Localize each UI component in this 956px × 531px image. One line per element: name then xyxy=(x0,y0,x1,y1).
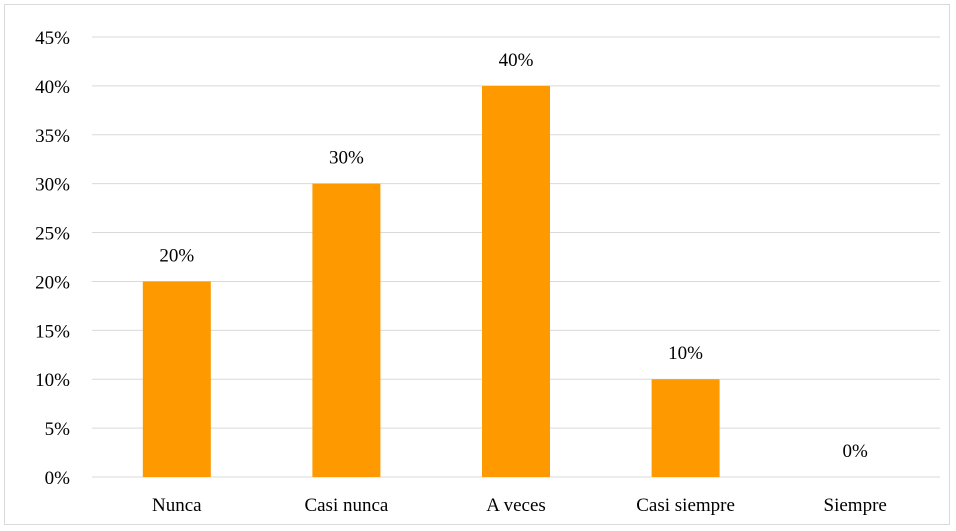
y-tick-label: 30% xyxy=(35,175,70,196)
data-label: 0% xyxy=(843,441,869,462)
x-tick-label: A veces xyxy=(486,495,546,516)
data-label: 10% xyxy=(668,343,703,364)
x-tick-label: Casi siempre xyxy=(636,495,735,516)
y-tick-label: 15% xyxy=(35,321,70,342)
bar xyxy=(482,85,550,477)
y-tick-label: 20% xyxy=(35,272,70,293)
x-tick-label: Siempre xyxy=(824,495,887,516)
y-tick-label: 10% xyxy=(35,370,70,391)
y-tick-label: 25% xyxy=(35,224,70,245)
bars xyxy=(142,85,720,477)
y-tick-label: 5% xyxy=(45,419,71,440)
y-tick-label: 45% xyxy=(35,28,70,49)
y-tick-label: 35% xyxy=(35,126,70,147)
bar xyxy=(142,281,211,477)
y-tick-label: 40% xyxy=(35,77,70,98)
y-axis-tick-labels: 0% 5% 10% 15% 20% 25% 30% 35% 40% 45% xyxy=(35,28,70,489)
data-labels: 20% 30% 40% 10% 0% xyxy=(159,50,868,462)
x-tick-label: Nunca xyxy=(152,495,202,516)
x-axis-category-labels: Nunca Casi nunca A veces Casi siempre Siempr… xyxy=(152,495,887,516)
data-label: 30% xyxy=(329,148,364,169)
bar xyxy=(312,183,381,477)
data-label: 20% xyxy=(159,245,194,266)
y-tick-label: 0% xyxy=(45,468,71,489)
data-label: 40% xyxy=(499,50,534,71)
x-tick-label: Casi nunca xyxy=(304,495,388,516)
bar xyxy=(651,379,720,477)
